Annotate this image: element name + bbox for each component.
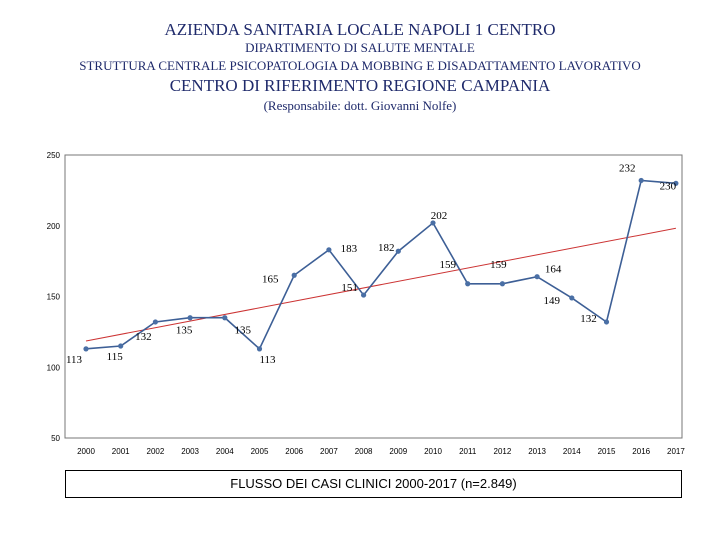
- data-label: 230: [660, 180, 677, 192]
- data-label: 159: [490, 259, 507, 271]
- data-point: [603, 319, 610, 325]
- data-point: [83, 346, 89, 352]
- trendline: [85, 227, 676, 342]
- x-tick-label: 2011: [459, 447, 477, 456]
- data-label: 132: [135, 331, 152, 343]
- data-point: [361, 292, 367, 298]
- plot-area: [64, 154, 683, 439]
- y-tick-label: 150: [47, 293, 61, 302]
- y-tick-label: 200: [47, 222, 61, 231]
- header-responsabile: (Responsabile: dott. Giovanni Nolfe): [263, 98, 457, 113]
- data-label: 149: [544, 295, 561, 307]
- x-tick-label: 2012: [494, 447, 512, 456]
- x-tick-label: 2013: [528, 447, 546, 456]
- data-label: 202: [431, 210, 448, 222]
- x-tick-label: 2009: [389, 447, 407, 456]
- x-tick-label: 2010: [424, 447, 442, 456]
- data-point: [569, 295, 575, 301]
- y-tick-label: 50: [51, 434, 60, 443]
- data-point: [465, 281, 471, 287]
- y-tick-label: 100: [47, 363, 61, 372]
- data-label: 151: [341, 282, 358, 294]
- x-tick-label: 2005: [251, 447, 269, 456]
- y-tick-label: 250: [47, 151, 61, 160]
- data-label: 132: [580, 313, 597, 325]
- x-tick-label: 2000: [77, 447, 95, 456]
- x-tick-label: 2003: [181, 447, 199, 456]
- data-label: 165: [262, 273, 279, 285]
- data-point: [638, 177, 644, 184]
- data-point: [256, 346, 263, 352]
- data-point: [187, 315, 193, 321]
- chart-title: FLUSSO DEI CASI CLINICI 2000-2017 (n=2.8…: [65, 470, 682, 498]
- x-tick-label: 2014: [563, 447, 581, 456]
- x-tick-label: 2007: [320, 447, 338, 456]
- data-point: [118, 343, 124, 349]
- data-label: 135: [176, 325, 193, 337]
- data-point: [499, 281, 505, 287]
- data-label: 115: [107, 351, 124, 363]
- data-label: 182: [378, 242, 395, 254]
- series-line: [85, 179, 676, 351]
- data-point: [222, 315, 228, 321]
- header-dipartimento: DIPARTIMENTO DI SALUTE MENTALE: [245, 40, 475, 55]
- data-label: 135: [235, 325, 252, 337]
- data-label: 232: [619, 162, 636, 174]
- data-point: [430, 220, 436, 226]
- data-point: [395, 248, 401, 254]
- data-point: [673, 180, 679, 186]
- x-tick-label: 2016: [632, 447, 650, 456]
- header-azienda: AZIENDA SANITARIA LOCALE NAPOLI 1 CENTRO: [164, 20, 556, 39]
- x-tick-label: 2006: [285, 447, 303, 456]
- data-label: 159: [439, 259, 456, 271]
- x-tick-label: 2015: [598, 447, 616, 456]
- data-point: [152, 319, 158, 325]
- x-tick-label: 2004: [216, 447, 234, 456]
- header-struttura: STRUTTURA CENTRALE PSICOPATOLOGIA DA MOB…: [79, 58, 641, 73]
- data-label: 183: [341, 243, 358, 255]
- data-label: 113: [66, 354, 83, 366]
- x-tick-label: 2001: [112, 447, 130, 456]
- x-tick-label: 2017: [667, 447, 685, 456]
- data-point: [534, 274, 540, 280]
- x-tick-label: 2002: [147, 447, 165, 456]
- x-tick-label: 2008: [355, 447, 373, 456]
- data-label: 164: [545, 264, 562, 276]
- data-point: [291, 272, 297, 278]
- header-centro: CENTRO DI RIFERIMENTO REGIONE CAMPANIA: [169, 76, 551, 95]
- data-label: 113: [259, 354, 276, 366]
- data-point: [326, 247, 332, 253]
